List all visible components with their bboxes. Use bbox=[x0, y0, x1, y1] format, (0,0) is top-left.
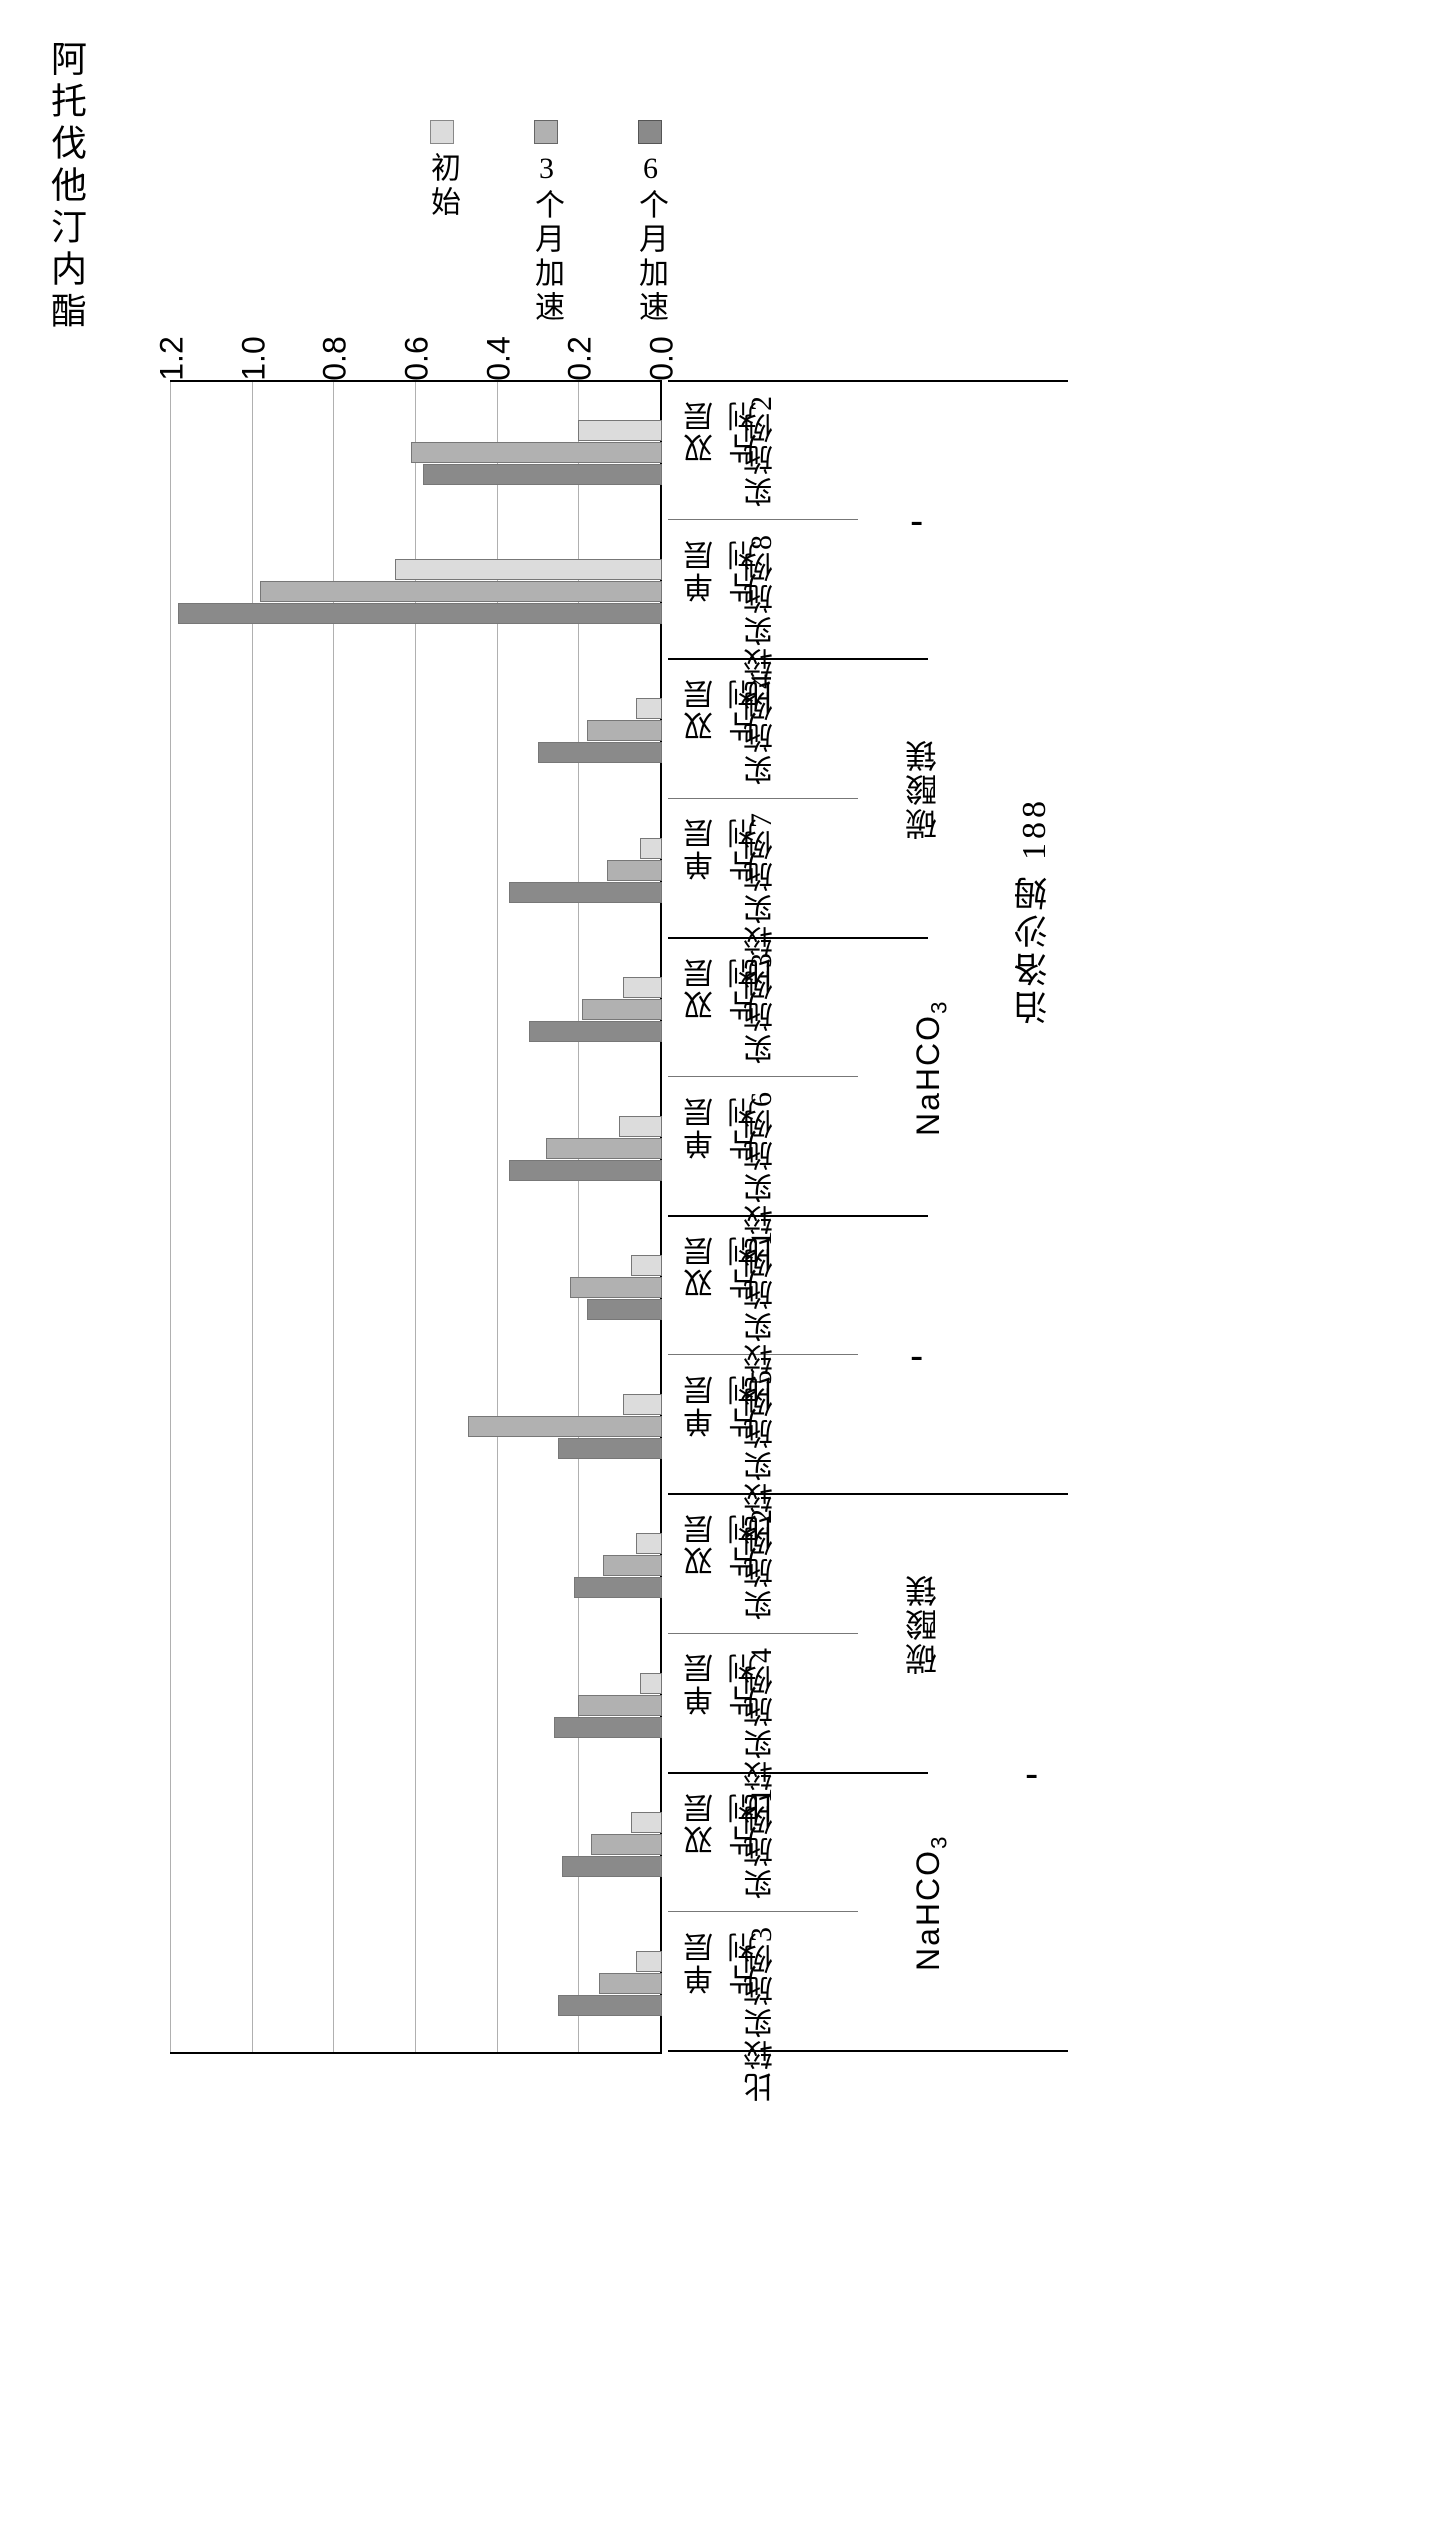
legend-label: 3个月加速 bbox=[524, 152, 568, 325]
bar bbox=[509, 1160, 662, 1181]
category-label: 比较实施例3 bbox=[740, 1925, 784, 2102]
divider bbox=[668, 519, 858, 520]
legend-label: 初始 bbox=[420, 152, 464, 220]
divider bbox=[668, 937, 928, 939]
bar bbox=[546, 1138, 662, 1159]
bar bbox=[631, 1812, 662, 1833]
bar bbox=[640, 838, 662, 859]
bar bbox=[578, 420, 662, 441]
axis-tick-label: 0.4 bbox=[480, 336, 517, 380]
category-label: 比较实施例4 bbox=[740, 1646, 784, 1823]
bar bbox=[570, 1277, 662, 1298]
bar bbox=[636, 1951, 663, 1972]
group-label: 碳酸镁 bbox=[900, 1573, 946, 1675]
divider bbox=[668, 1215, 928, 1217]
bar bbox=[538, 742, 663, 763]
group-label: NaHCO3 bbox=[910, 1834, 952, 1970]
legend-swatch bbox=[638, 120, 662, 144]
bar bbox=[591, 1834, 662, 1855]
divider bbox=[668, 798, 858, 799]
group-label: - bbox=[910, 499, 925, 544]
axis-tick-label: 1.0 bbox=[235, 336, 272, 380]
gridline bbox=[333, 382, 334, 2052]
category-label: 实施例2 bbox=[740, 394, 784, 507]
legend: 初始 3个月加速 6个月加速 bbox=[420, 120, 672, 325]
legend-label: 6个月加速 bbox=[628, 152, 672, 325]
bar bbox=[599, 1973, 662, 1994]
divider bbox=[668, 380, 1068, 382]
group-label: NaHCO3 bbox=[910, 999, 952, 1135]
axis-tick-label: 0.6 bbox=[399, 336, 436, 380]
bar bbox=[582, 999, 662, 1020]
divider bbox=[668, 1911, 858, 1912]
chart-root: 阿托伐他汀内酯 初始 3个月加速 6个月加速 0.0 0.2 0.4 0.6 0.8 1.0 1… bbox=[40, 40, 1412, 2490]
bar bbox=[640, 1673, 662, 1694]
bar bbox=[529, 1021, 662, 1042]
gridline bbox=[252, 382, 253, 2052]
axis-tick-label: 0.0 bbox=[644, 336, 681, 380]
divider bbox=[668, 1076, 858, 1077]
gridline bbox=[497, 382, 498, 2052]
bar bbox=[607, 860, 662, 881]
plot-area bbox=[170, 380, 662, 2054]
axis-tick-label: 1.2 bbox=[154, 336, 191, 380]
bar bbox=[574, 1577, 662, 1598]
bar bbox=[636, 1533, 663, 1554]
bar bbox=[603, 1555, 662, 1576]
gridline bbox=[578, 382, 579, 2052]
legend-item: 6个月加速 bbox=[628, 120, 672, 325]
bar bbox=[587, 1299, 663, 1320]
bar bbox=[411, 442, 662, 463]
gridline bbox=[415, 382, 416, 2052]
category-label: 比较实施例6 bbox=[740, 1090, 784, 1267]
group-label: 碳酸镁 bbox=[900, 738, 946, 840]
divider bbox=[668, 658, 928, 660]
bar bbox=[623, 1394, 662, 1415]
legend-item: 初始 bbox=[420, 120, 464, 325]
axis-tick-label: 0.2 bbox=[562, 336, 599, 380]
divider bbox=[668, 2050, 1068, 2052]
divider bbox=[668, 1772, 928, 1774]
bar bbox=[558, 1438, 662, 1459]
bar bbox=[468, 1416, 662, 1437]
bar bbox=[562, 1856, 662, 1877]
chart-title: 阿托伐他汀内酯 bbox=[40, 40, 92, 334]
bar bbox=[578, 1695, 662, 1716]
legend-item: 3个月加速 bbox=[524, 120, 568, 325]
bar bbox=[631, 1255, 662, 1276]
category-label: 比较实施例8 bbox=[740, 533, 784, 710]
category-label: 比较实施例7 bbox=[740, 811, 784, 988]
legend-swatch bbox=[430, 120, 454, 144]
bar bbox=[623, 977, 662, 998]
bar bbox=[260, 581, 662, 602]
divider bbox=[668, 1493, 1068, 1495]
axis-tick-label: 0.8 bbox=[317, 336, 354, 380]
super-group-label: - bbox=[1025, 1752, 1042, 1797]
bar bbox=[619, 1116, 662, 1137]
legend-swatch bbox=[534, 120, 558, 144]
divider bbox=[668, 1633, 858, 1634]
super-group-label: 泊洛沙姆 188 bbox=[1010, 797, 1059, 1025]
gridline bbox=[170, 382, 171, 2052]
bar bbox=[587, 720, 663, 741]
bar bbox=[554, 1717, 662, 1738]
bar bbox=[178, 603, 662, 624]
bar bbox=[558, 1995, 662, 2016]
bar bbox=[636, 698, 663, 719]
bar bbox=[423, 464, 662, 485]
group-label: - bbox=[910, 1334, 925, 1379]
bar bbox=[395, 559, 662, 580]
bar bbox=[509, 882, 662, 903]
